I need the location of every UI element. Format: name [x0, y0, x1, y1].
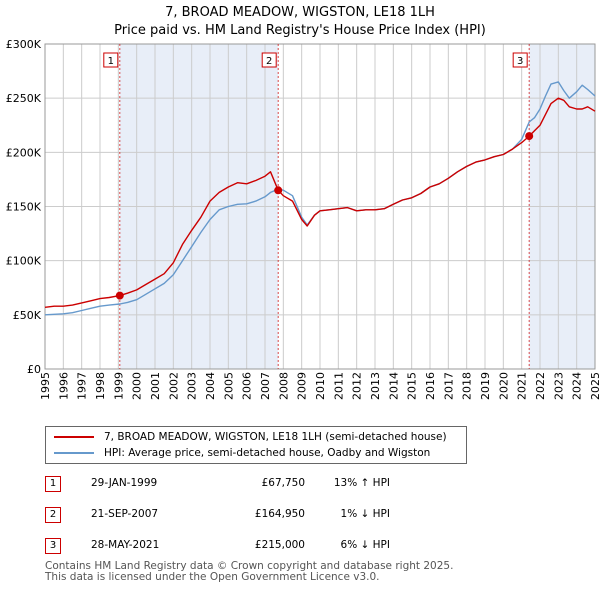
legend: 7, BROAD MEADOW, WIGSTON, LE18 1LH (semi… — [45, 426, 467, 464]
x-tick-label: 2000 — [131, 372, 144, 400]
x-tick-label: 1999 — [112, 372, 125, 400]
sale-label-box — [103, 52, 119, 68]
x-tick-label: 2015 — [406, 372, 419, 400]
x-tick-label: 2001 — [149, 372, 162, 400]
x-tick-label: 2018 — [461, 372, 474, 400]
x-tick-label: 1996 — [57, 372, 70, 400]
x-tick-label: 2002 — [167, 372, 180, 400]
x-tick-label: 2024 — [571, 372, 584, 400]
transaction-number: 2 — [45, 507, 61, 523]
x-tick-label: 2023 — [552, 372, 565, 400]
y-tick-label: £0 — [27, 363, 41, 376]
sale-point — [274, 186, 283, 195]
transaction-hpi: 6% ↓ HPI — [340, 539, 390, 551]
x-tick-label: 1997 — [76, 372, 89, 400]
legend-item-hpi: HPI: Average price, semi-detached house,… — [54, 447, 430, 459]
transaction-number: 1 — [45, 476, 61, 492]
x-tick-label: 2007 — [259, 372, 272, 400]
legend-item-property: 7, BROAD MEADOW, WIGSTON, LE18 1LH (semi… — [54, 431, 447, 443]
x-tick-label: 2009 — [296, 372, 309, 400]
x-tick-label: 2006 — [241, 372, 254, 400]
y-tick-label: £150K — [6, 201, 42, 214]
transaction-row: 1 29-JAN-1999 £67,750 13% ↑ HPI — [45, 476, 405, 492]
x-tick-label: 2003 — [186, 372, 199, 400]
x-tick-label: 2005 — [222, 372, 235, 400]
x-tick-label: 1995 — [39, 372, 52, 400]
x-tick-label: 2016 — [424, 372, 437, 400]
footer: Contains HM Land Registry data © Crown c… — [45, 561, 453, 583]
chart-subtitle: Price paid vs. HM Land Registry's House … — [114, 23, 486, 38]
x-tick-label: 2020 — [497, 372, 510, 400]
transaction-date: 28-MAY-2021 — [91, 539, 160, 551]
x-tick-label: 2017 — [442, 372, 455, 400]
x-tick-label: 2012 — [351, 372, 364, 400]
x-tick-label: 2025 — [589, 372, 600, 400]
sale-label-box — [261, 52, 277, 68]
x-tick-label: 2019 — [479, 372, 492, 400]
x-tick-label: 2008 — [277, 372, 290, 400]
legend-swatch-hpi — [54, 452, 94, 454]
legend-label-hpi: HPI: Average price, semi-detached house,… — [104, 447, 431, 459]
transaction-number: 3 — [45, 538, 61, 554]
plot-frame — [44, 43, 596, 370]
transaction-hpi: 13% ↑ HPI — [333, 477, 390, 489]
price-chart: £0 £50K £100K £150K £200K £250K £300K 1995 1996 1… — [6, 38, 600, 400]
transaction-price: £215,000 — [254, 539, 305, 551]
y-tick-label: £200K — [6, 146, 42, 159]
x-tick-label: 2004 — [204, 372, 217, 400]
transaction-date: 29-JAN-1999 — [91, 477, 158, 489]
x-tick-label: 2010 — [314, 372, 327, 400]
x-tick-label: 2021 — [516, 372, 529, 400]
sale-label: 2 — [266, 56, 272, 67]
sale-label-box — [512, 52, 528, 68]
y-tick-label: £50K — [13, 309, 42, 322]
x-tick-label: 2011 — [332, 372, 345, 400]
sale-label: 3 — [517, 56, 523, 67]
transaction-row: 2 21-SEP-2007 £164,950 1% ↓ HPI — [45, 507, 405, 523]
y-tick-label: £100K — [6, 255, 42, 268]
x-tick-label: 2014 — [387, 372, 400, 400]
sale-point — [525, 132, 534, 141]
sale-point — [115, 291, 124, 300]
x-tick-label: 2013 — [369, 372, 382, 400]
transaction-date: 21-SEP-2007 — [91, 508, 159, 520]
y-tick-label: £300K — [6, 38, 42, 51]
footer-copyright: Contains HM Land Registry data © Crown c… — [45, 560, 454, 572]
sale-label: 1 — [108, 56, 114, 67]
x-tick-label: 2022 — [534, 372, 547, 400]
transaction-row: 3 28-MAY-2021 £215,000 6% ↓ HPI — [45, 538, 405, 554]
footer-licence: This data is licensed under the Open Gov… — [45, 571, 380, 583]
chart-title: 7, BROAD MEADOW, WIGSTON, LE18 1LH — [165, 5, 435, 20]
transaction-price: £67,750 — [261, 477, 305, 489]
y-tick-label: £250K — [6, 92, 42, 105]
legend-label-property: 7, BROAD MEADOW, WIGSTON, LE18 1LH (semi… — [104, 431, 447, 443]
transaction-price: £164,950 — [254, 508, 305, 520]
x-tick-label: 1998 — [94, 372, 107, 400]
transaction-hpi: 1% ↓ HPI — [340, 508, 390, 520]
legend-swatch-property — [54, 436, 94, 438]
